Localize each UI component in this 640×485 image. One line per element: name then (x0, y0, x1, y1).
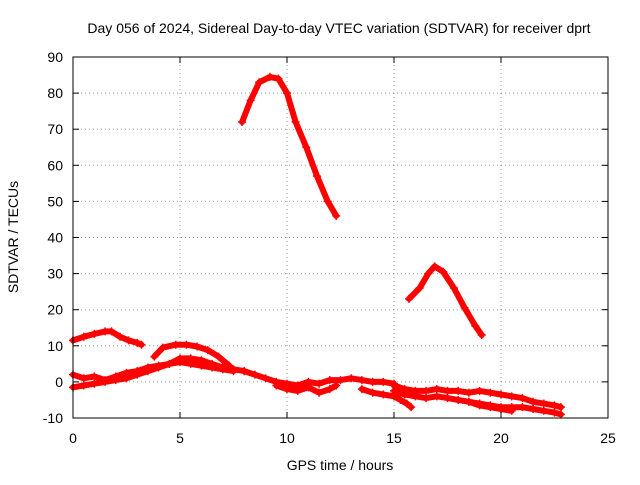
y-tick-label: 0 (55, 374, 63, 390)
y-tick-label: 60 (47, 157, 63, 173)
chart-svg: Day 056 of 2024, Sidereal Day-to-day VTE… (0, 0, 640, 480)
y-tick-label: 70 (47, 121, 63, 137)
x-tick-label: 5 (176, 430, 184, 446)
chart-container: Day 056 of 2024, Sidereal Day-to-day VTE… (0, 0, 640, 480)
y-tick-label: -10 (43, 410, 63, 426)
x-tick-label: 15 (386, 430, 402, 446)
y-tick-label: 10 (47, 338, 63, 354)
y-tick-label: 20 (47, 302, 63, 318)
x-tick-label: 20 (493, 430, 509, 446)
y-tick-label: 80 (47, 85, 63, 101)
x-tick-label: 10 (279, 430, 295, 446)
y-tick-label: 90 (47, 49, 63, 65)
chart-title: Day 056 of 2024, Sidereal Day-to-day VTE… (87, 20, 590, 36)
x-axis-label: GPS time / hours (287, 457, 394, 473)
x-tick-label: 25 (600, 430, 616, 446)
y-axis-label: SDTVAR / TECUs (5, 181, 21, 293)
y-tick-label: 30 (47, 266, 63, 282)
x-tick-label: 0 (69, 430, 77, 446)
y-tick-label: 40 (47, 230, 63, 246)
y-tick-label: 50 (47, 193, 63, 209)
